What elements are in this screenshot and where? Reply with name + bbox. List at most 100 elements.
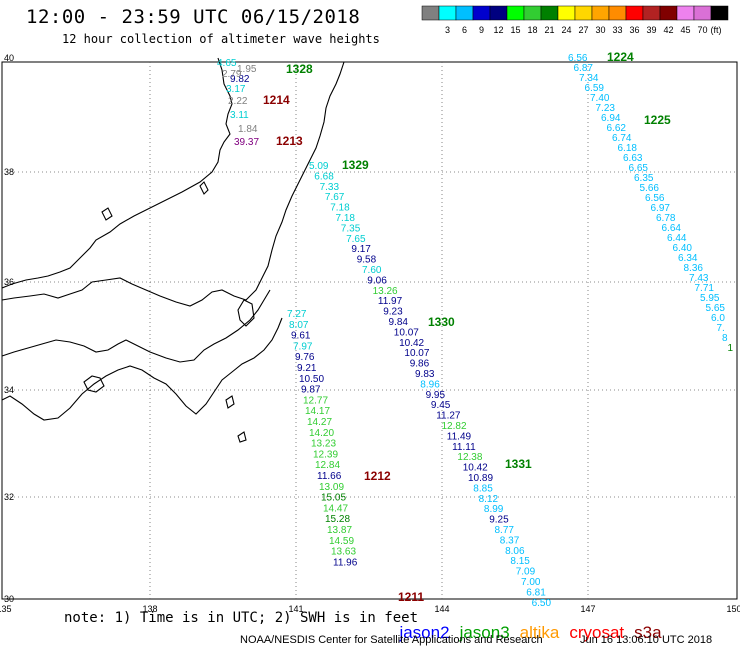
swh-label: 11.49 — [447, 431, 472, 442]
swh-label: 9.58 — [357, 255, 377, 266]
lat-tick-label: 40 — [4, 53, 14, 63]
swh-label: 6.74 — [612, 133, 632, 144]
colorbar-swatch — [489, 5, 508, 21]
swh-label: 10.07 — [404, 348, 429, 359]
swh-label: 8.06 — [505, 546, 525, 557]
colorbar-tick: 18 — [527, 25, 537, 35]
swh-label: 9.45 — [431, 400, 451, 411]
swh-label: 13.26 — [373, 286, 398, 297]
swh-label: 4.65 — [217, 58, 237, 69]
swh-label: 6.56 — [568, 53, 588, 64]
colorbar-tick: 42 — [663, 25, 673, 35]
legend-altika: altika — [519, 623, 560, 642]
pass-time: 1329 — [342, 158, 369, 172]
swh-label: 7.09 — [516, 567, 536, 578]
swh-label: 1.84 — [238, 124, 258, 135]
colorbar-tick: 33 — [612, 25, 622, 35]
units-note: note: 1) Time is in UTC; 2) SWH is in fe… — [64, 610, 419, 626]
pass-time: 1214 — [263, 93, 290, 107]
swh-label: 6.87 — [574, 63, 594, 74]
swh-label: 9.21 — [297, 363, 317, 374]
credit-line: NOAA/NESDIS Center for Satellite Applica… — [240, 634, 543, 646]
colorbar-swatch — [557, 5, 576, 21]
lat-tick-label: 38 — [4, 167, 14, 177]
swh-label: 5.66 — [640, 183, 660, 194]
swh-label: 14.47 — [323, 503, 348, 514]
lon-tick-label: 147 — [580, 604, 595, 614]
swh-label: 6.59 — [585, 83, 605, 94]
swh-label: 13.09 — [319, 482, 344, 493]
pass-time: 1213 — [276, 134, 303, 148]
pass-time: 1224 — [607, 50, 634, 64]
colorbar-swatch — [659, 5, 678, 21]
satellite-legend: jason2 jason3 altika cryosat s3a — [390, 603, 672, 643]
axis-labels: 135 138 141 144 147 150 40 38 36 34 32 30 — [0, 53, 740, 614]
swh-label: 6.64 — [662, 223, 682, 234]
swh-label: 11.66 — [317, 471, 342, 482]
colorbar-swatch — [421, 5, 440, 21]
lat-tick-label: 34 — [4, 385, 14, 395]
swh-label: 8.36 — [684, 263, 704, 274]
swh-label: 9.25 — [489, 515, 509, 526]
swh-label: 7.27 — [287, 309, 307, 320]
map-frame — [1, 61, 738, 600]
swh-label: 6.56 — [645, 193, 665, 204]
swh-label: 7.18 — [336, 213, 356, 224]
swh-label: 10.07 — [394, 327, 419, 338]
colorbar-tick: 27 — [578, 25, 588, 35]
swh-label: 9.95 — [426, 390, 446, 401]
colorbar-tick: 45 — [680, 25, 690, 35]
pass-time: 1212 — [364, 469, 391, 483]
swh-label: 7.40 — [590, 93, 610, 104]
swh-label: 8 — [722, 333, 728, 344]
legend-jason2: jason2 — [399, 623, 450, 642]
colorbar-tick: 3 — [445, 25, 450, 35]
legend-cryosat: cryosat — [569, 623, 625, 642]
swh-label: 12.82 — [442, 421, 467, 432]
swh-labels: 4.651.959.822.79 3.172.22 3.11 1.84 39.37 5.0… — [217, 53, 734, 609]
swh-label: 7.23 — [596, 103, 616, 114]
swh-label: 5.95 — [700, 293, 720, 304]
swh-label: 7.97 — [293, 341, 313, 352]
lat-tick-label: 32 — [4, 492, 14, 502]
swh-label: 14.17 — [305, 406, 330, 417]
swh-label: 14.27 — [307, 417, 332, 428]
swh-label: 6.0 — [711, 313, 725, 324]
colorbar-tick: 24 — [561, 25, 571, 35]
swh-label: 9.83 — [415, 369, 435, 380]
colorbar-swatch — [455, 5, 474, 21]
colorbar-tick: 6 — [462, 25, 467, 35]
lon-tick-label: 135 — [0, 604, 12, 614]
swh-label: 2.79 — [222, 69, 242, 80]
swh-label: 8.15 — [510, 556, 530, 567]
colorbar-swatch — [625, 5, 644, 21]
legend-s3a: s3a — [634, 623, 662, 642]
gridlines — [2, 62, 737, 599]
colorbar-swatch — [472, 5, 491, 21]
swh-label: 9.76 — [295, 352, 315, 363]
swh-label: 7.18 — [330, 203, 350, 214]
swh-label: 10.89 — [468, 473, 493, 484]
swh-label: 7.67 — [325, 192, 345, 203]
swh-label: 12.39 — [313, 449, 338, 460]
swh-label: 6.94 — [601, 113, 621, 124]
swh-label: 14.20 — [309, 428, 334, 439]
swh-label: 11.27 — [436, 411, 461, 422]
swh-label: 7.71 — [695, 283, 715, 294]
colorbar-swatch — [523, 5, 542, 21]
swh-label: 7.60 — [362, 265, 382, 276]
swh-label: 7.35 — [341, 223, 361, 234]
swh-label: 6.44 — [667, 233, 687, 244]
swh-label: 11.11 — [452, 442, 476, 453]
colorbar-swatch — [642, 5, 661, 21]
swh-label: 6.50 — [532, 598, 552, 609]
colorbar: 3 6 9 12 15 18 21 24 27 30 33 36 39 42 45 70 (ft) — [421, 5, 729, 35]
swh-label: 6.18 — [618, 143, 638, 154]
swh-label: 6.65 — [629, 163, 649, 174]
swh-label: 10.50 — [299, 374, 324, 385]
swh-label: 8.37 — [500, 535, 520, 546]
swh-label: 8.12 — [479, 494, 499, 505]
swh-label: 9.84 — [389, 317, 409, 328]
swh-label: 12.84 — [315, 460, 340, 471]
swh-label: 6.78 — [656, 213, 676, 224]
